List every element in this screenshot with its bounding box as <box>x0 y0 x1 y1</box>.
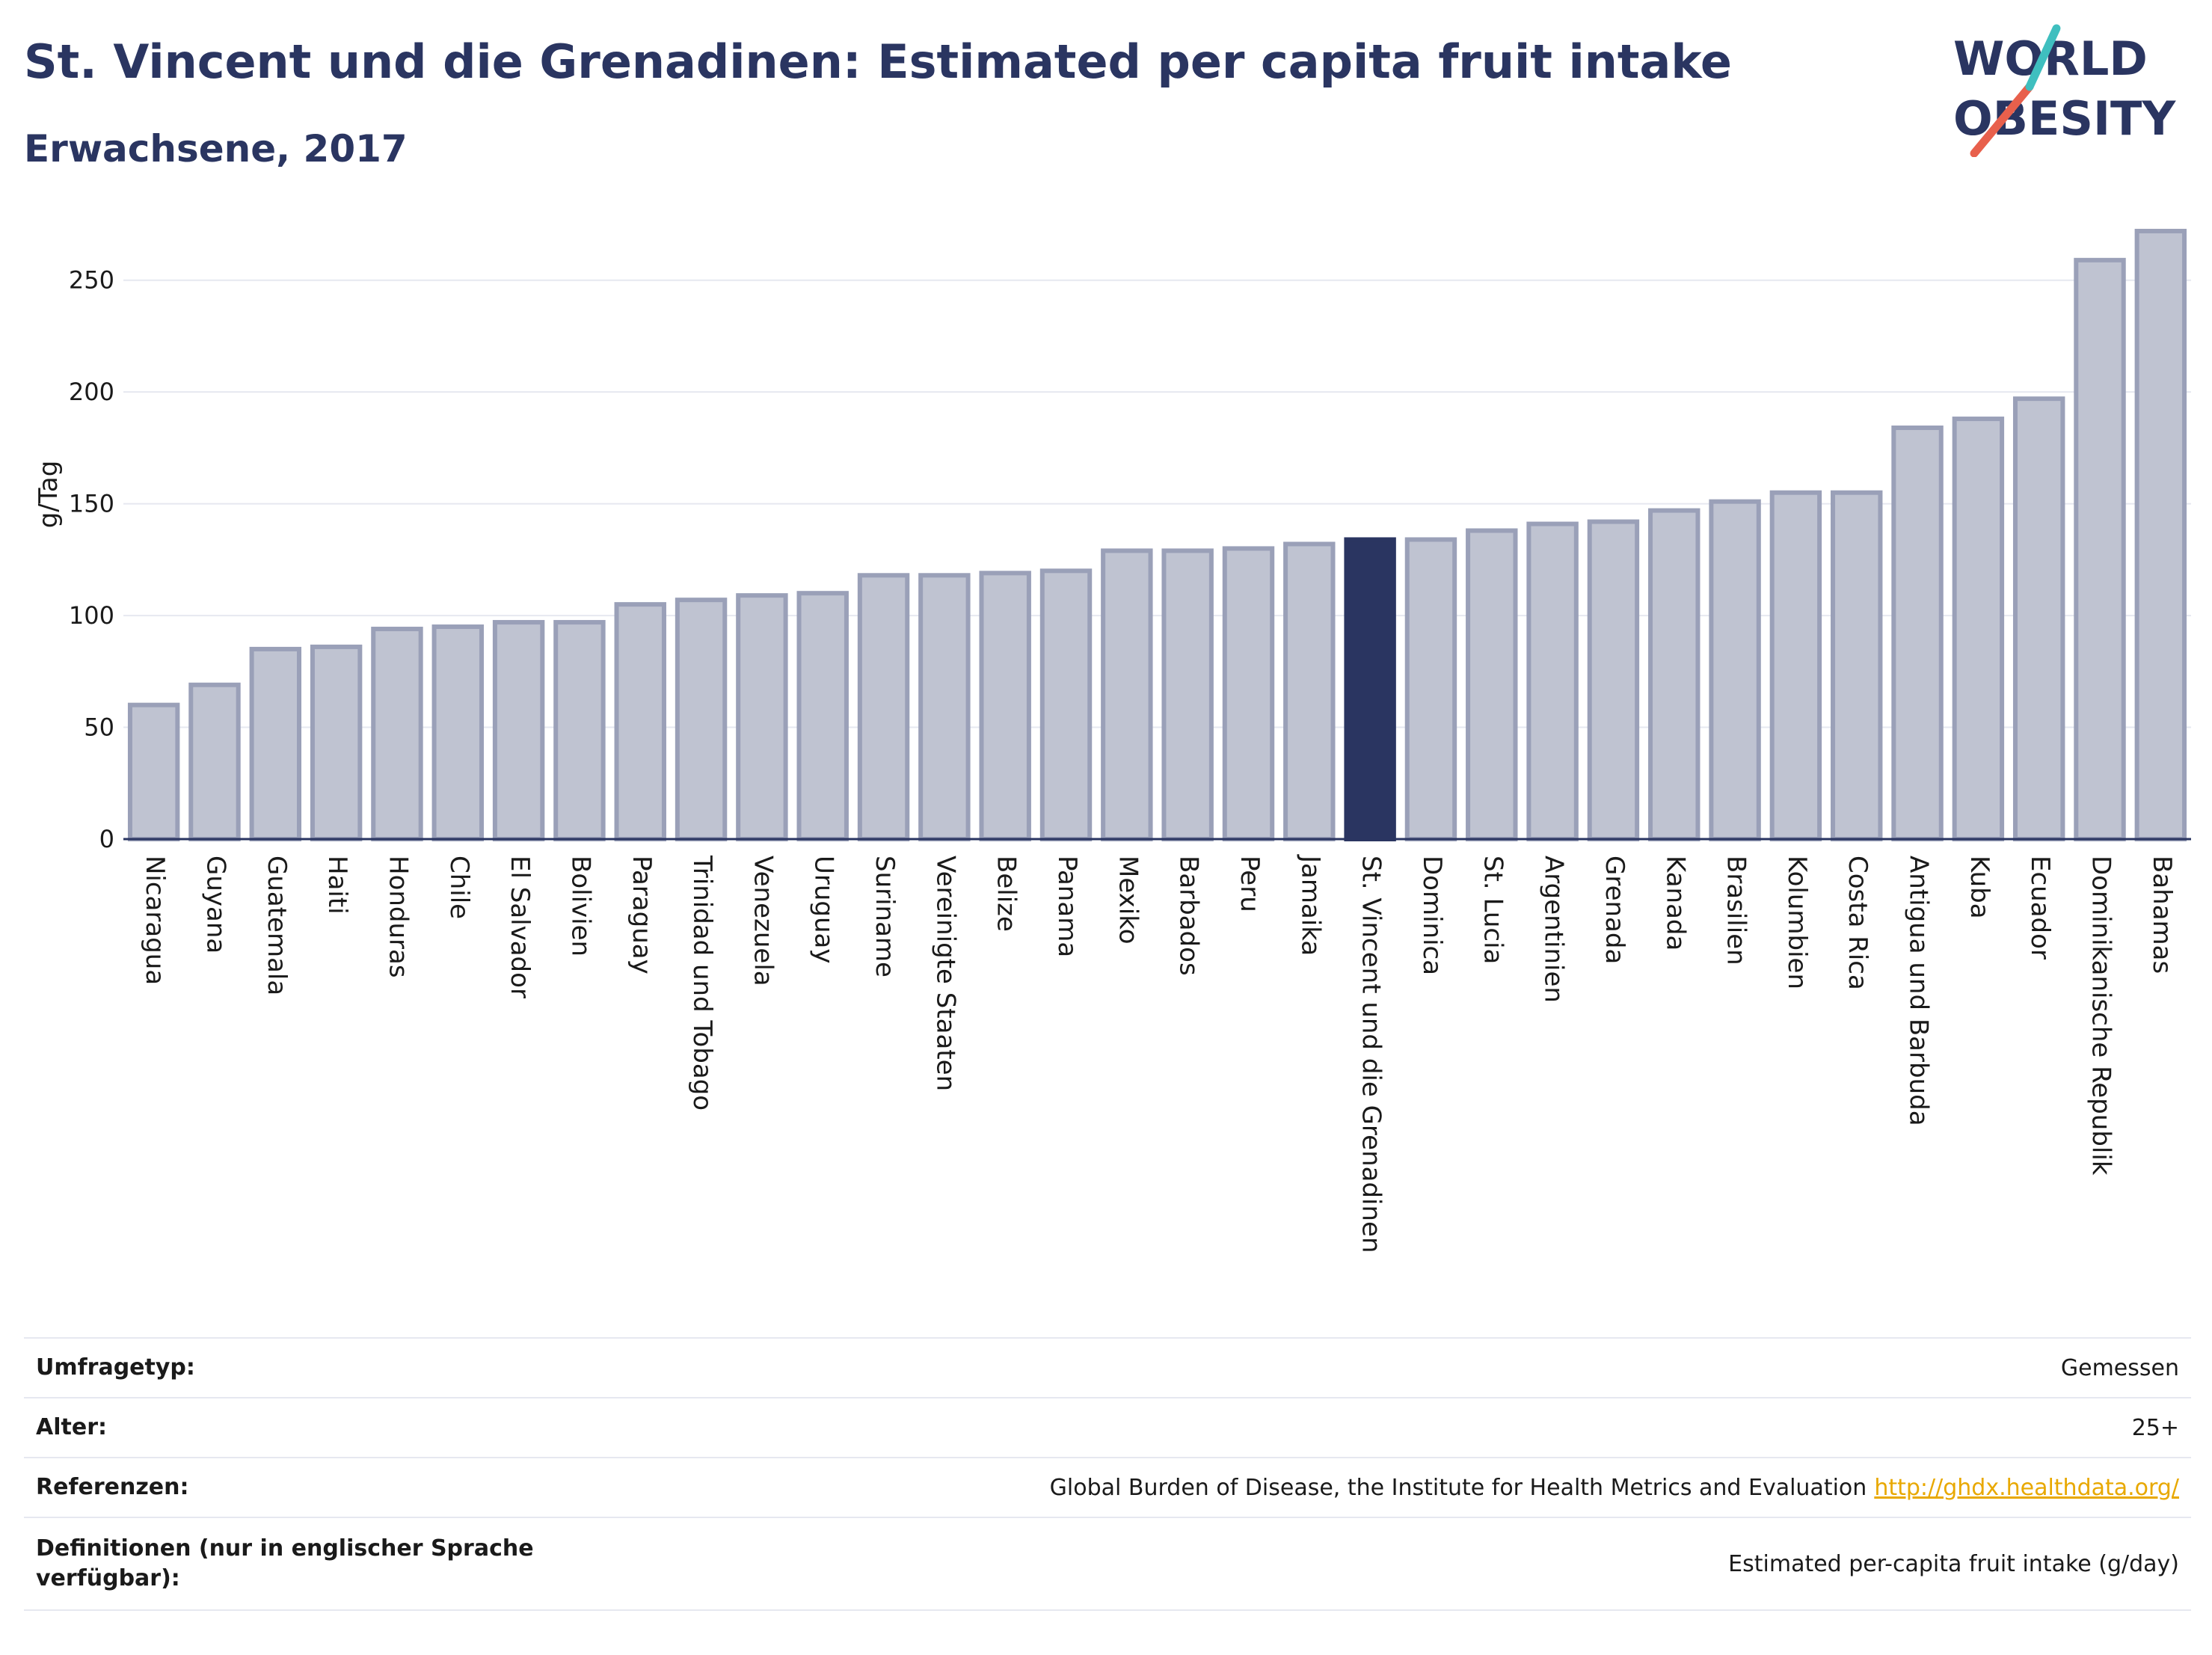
bar-brasilien[interactable] <box>1709 499 1761 841</box>
bar-argentinien[interactable] <box>1526 521 1579 842</box>
x-tick-label: Venezuela <box>748 856 778 986</box>
info-value: Estimated per-capita fruit intake (g/day… <box>1728 1550 2179 1577</box>
bar-chart: 0 50 100 150 200 250 g/Tag Nicaragua Guyana Guate… <box>34 228 2191 1253</box>
bar-honduras[interactable] <box>371 627 423 841</box>
x-tick-label: Vereinigte Staaten <box>930 856 960 1091</box>
x-tick-label: Jamaika <box>1295 854 1325 956</box>
info-key: Definitionen (nur in englischer Sprache … <box>36 1535 534 1591</box>
bar-suriname[interactable] <box>857 573 910 842</box>
y-tick-label: 250 <box>69 266 114 295</box>
bar-ecuador[interactable] <box>2012 396 2065 841</box>
bar-guatemala[interactable] <box>249 646 302 841</box>
x-tick-label: Chile <box>444 856 474 919</box>
bar-guyana[interactable] <box>188 682 241 842</box>
bar-venezuela[interactable] <box>736 593 788 841</box>
x-tick-label: Belize <box>992 856 1021 932</box>
bar-uruguay[interactable] <box>796 591 849 841</box>
bar-trinidad-und-tobago[interactable] <box>675 598 728 842</box>
x-tick-label: Kuba <box>1964 856 1994 919</box>
x-tick-label: Bolivien <box>565 856 595 957</box>
bar-antigua-und-barbuda[interactable] <box>1891 426 1944 841</box>
info-row-references: Referenzen: Global Burden of Disease, th… <box>24 1458 2191 1518</box>
x-tick-label: Brasilien <box>1721 856 1751 965</box>
bar-jamaika[interactable] <box>1283 541 1336 841</box>
bar-kolumbien[interactable] <box>1769 490 1822 841</box>
bar-dominikanische-republik[interactable] <box>2074 257 2126 841</box>
bar-bahamas[interactable] <box>2134 228 2187 841</box>
x-tick-label: Guatemala <box>262 856 292 995</box>
x-tick-label: Guyana <box>200 856 230 954</box>
page-subtitle: Erwachsene, 2017 <box>24 127 408 171</box>
info-key: Referenzen: <box>36 1474 189 1500</box>
info-value: 25+ <box>2131 1414 2179 1441</box>
y-tick-label: 150 <box>69 490 114 518</box>
page-title: St. Vincent und die Grenadinen: Estimate… <box>24 34 1732 89</box>
x-tick-label: Argentinien <box>1539 856 1569 1003</box>
reference-text: Global Burden of Disease, the Institute … <box>1049 1474 1867 1501</box>
info-value: Gemessen <box>2060 1354 2179 1381</box>
bar-st-vincent-und-die-grenadinen[interactable] <box>1344 537 1396 841</box>
bar-vereinigte-staaten[interactable] <box>918 573 971 842</box>
x-tick-label: Panama <box>1052 856 1082 957</box>
info-row-age: Alter: 25+ <box>24 1398 2191 1458</box>
x-tick-label: Bahamas <box>2147 856 2177 974</box>
bar-costa-rica[interactable] <box>1831 490 1883 841</box>
x-tick-label: Paraguay <box>627 856 657 974</box>
x-tick-label: Peru <box>1235 856 1265 912</box>
info-key: Umfragetyp: <box>36 1354 195 1381</box>
info-value-container: Global Burden of Disease, the Institute … <box>1050 1475 2179 1501</box>
info-key: Alter: <box>36 1414 107 1440</box>
bar-bolivien[interactable] <box>553 620 606 841</box>
x-tick-label: Suriname <box>870 856 900 977</box>
bar-kanada[interactable] <box>1648 508 1701 841</box>
y-tick-label: 200 <box>69 378 114 406</box>
bar-belize[interactable] <box>979 571 1031 841</box>
bar-kuba[interactable] <box>1952 417 2005 841</box>
x-tick-label: Mexiko <box>1113 856 1143 945</box>
y-axis-title: g/Tag <box>34 461 64 529</box>
bar-chile[interactable] <box>431 624 484 841</box>
x-tick-label: St. Lucia <box>1478 856 1508 964</box>
bar-paraguay[interactable] <box>614 602 666 841</box>
x-tick-label: Grenada <box>1600 856 1629 964</box>
y-tick-label: 50 <box>84 713 114 742</box>
x-tick-label: Trinidad und Tobago <box>687 855 717 1111</box>
x-tick-label: Dominikanische Republik <box>2086 856 2116 1176</box>
y-tick-label: 100 <box>69 601 114 630</box>
x-tick-label: St. Vincent und die Grenadinen <box>1357 856 1386 1253</box>
x-tick-label: Honduras <box>383 856 413 978</box>
x-tick-label: Costa Rica <box>1843 856 1872 990</box>
x-tick-label: Kolumbien <box>1782 856 1812 989</box>
info-table: Umfragetyp: Gemessen Alter: 25+ Referenz… <box>24 1337 2191 1611</box>
x-tick-label: Kanada <box>1660 856 1690 951</box>
x-tick-label: Antigua und Barbuda <box>1904 856 1934 1126</box>
bar-barbados[interactable] <box>1161 548 1214 841</box>
bar-st-lucia[interactable] <box>1466 528 1518 841</box>
y-tick-label: 0 <box>99 825 114 853</box>
bar-el-salvador[interactable] <box>492 620 545 841</box>
bar-grenada[interactable] <box>1587 519 1640 841</box>
bar-peru[interactable] <box>1222 546 1275 841</box>
bar-nicaragua[interactable] <box>127 702 180 841</box>
x-tick-label: Dominica <box>1417 856 1447 975</box>
x-tick-label: Nicaragua <box>140 856 170 985</box>
x-tick-label: Haiti <box>322 856 352 915</box>
bar-mexiko[interactable] <box>1101 548 1153 841</box>
reference-link[interactable]: http://ghdx.healthdata.org/ <box>1874 1474 2179 1501</box>
bar-panama[interactable] <box>1039 568 1093 841</box>
info-row-definitions: Definitionen (nur in englischer Sprache … <box>24 1518 2191 1611</box>
x-tick-label: Uruguay <box>809 856 839 964</box>
x-tick-label: El Salvador <box>505 856 535 998</box>
bar-haiti[interactable] <box>310 644 363 841</box>
info-row-survey-type: Umfragetyp: Gemessen <box>24 1339 2191 1398</box>
x-tick-label: Barbados <box>1174 856 1204 976</box>
x-tick-label: Ecuador <box>2025 856 2055 959</box>
world-obesity-logo: WORLD OBESITY <box>1953 24 2176 157</box>
bar-dominica[interactable] <box>1404 537 1457 841</box>
